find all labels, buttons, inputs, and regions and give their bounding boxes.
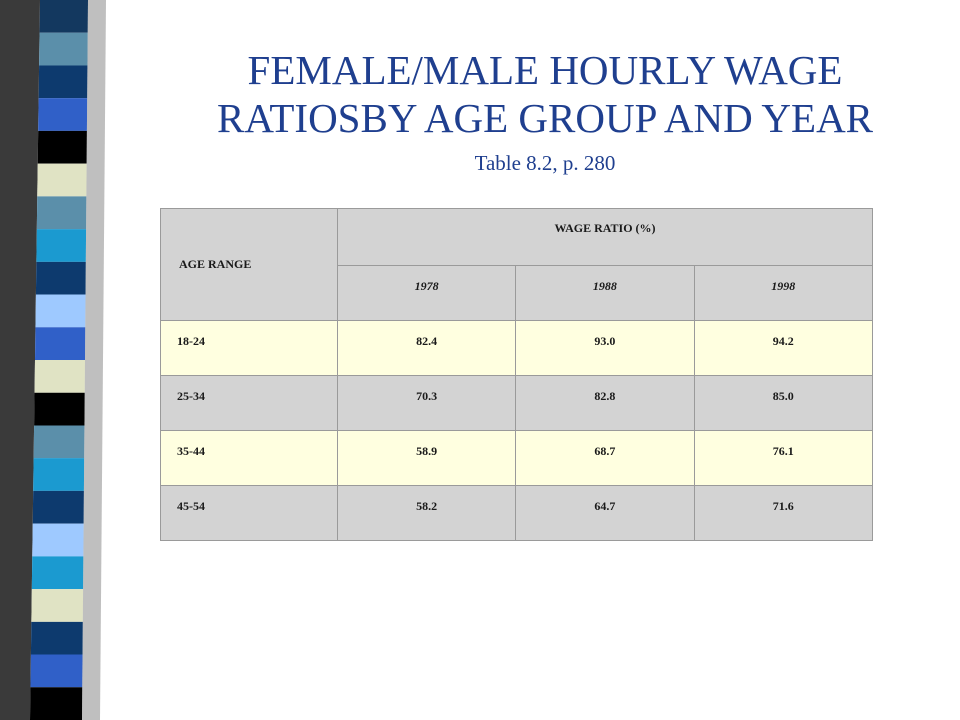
stripe-segment	[33, 425, 85, 459]
ratio-cell: 68.7	[515, 430, 695, 486]
stripe-right-shadow	[82, 0, 106, 720]
stripe-segment	[38, 98, 88, 131]
ratio-cell: 82.8	[515, 375, 695, 431]
slide-title: FEMALE/MALE HOURLY WAGE RATIOSBY AGE GRO…	[150, 46, 940, 142]
age-range-header: AGE RANGE	[160, 208, 338, 321]
title-line-1: FEMALE/MALE HOURLY WAGE	[247, 47, 843, 93]
ratio-cell: 93.0	[515, 320, 695, 376]
stripe-segment	[36, 196, 87, 230]
stripe-segment	[30, 621, 83, 655]
stripe-segment	[38, 65, 88, 99]
table-row: 45-54 58.2 64.7 71.6	[160, 485, 874, 541]
stripe-segment	[34, 392, 85, 426]
stripe-segment	[30, 654, 83, 688]
ratio-cell: 76.1	[693, 430, 874, 486]
stripe-segment	[32, 523, 84, 557]
stripe-shadow	[0, 0, 40, 720]
ratio-cell: 58.9	[336, 430, 517, 486]
ratio-cell: 71.6	[693, 485, 874, 541]
year-header: 1998	[693, 264, 874, 321]
ratio-cell: 82.4	[336, 320, 517, 376]
stripe-segment	[31, 589, 84, 622]
title-line-2: RATIOSBY AGE GROUP AND YEAR	[216, 95, 874, 141]
stripe-segment	[39, 32, 88, 66]
ratio-cell: 70.3	[336, 375, 517, 431]
stripe-segment	[31, 556, 84, 590]
stripe-segment	[36, 229, 87, 262]
stripe-segment	[32, 490, 84, 524]
year-header: 1978	[336, 264, 517, 321]
stripe-segment	[37, 130, 87, 164]
stripe-segment	[35, 261, 86, 295]
ratio-cell: 58.2	[336, 485, 517, 541]
stripe-segment	[30, 687, 83, 720]
age-cell: 35-44	[160, 430, 338, 486]
ratio-cell: 85.0	[693, 375, 874, 431]
age-cell: 25-34	[160, 375, 338, 431]
wage-ratio-table: AGE RANGE WAGE RATIO (%) 1978 1988 1998 …	[160, 208, 874, 541]
stripe-segment	[34, 360, 85, 393]
year-header: 1988	[515, 264, 695, 321]
age-cell: 45-54	[160, 485, 338, 541]
table-row: 35-44 58.9 68.7 76.1	[160, 430, 874, 486]
slide-subtitle: Table 8.2, p. 280	[474, 151, 616, 175]
table-row: 18-24 82.4 93.0 94.2	[160, 320, 874, 376]
stripe-segment	[37, 163, 87, 197]
wage-ratio-header: WAGE RATIO (%)	[337, 208, 873, 266]
age-cell: 18-24	[160, 320, 338, 376]
stripe-segment	[35, 294, 86, 328]
ratio-cell: 64.7	[515, 485, 695, 541]
stripe-segment	[35, 327, 86, 360]
decorative-stripe-bar	[0, 0, 106, 720]
ratio-cell: 94.2	[693, 320, 874, 376]
table-row: 25-34 70.3 82.8 85.0	[160, 375, 874, 431]
stripe-segment	[33, 458, 85, 491]
stripe-segment	[39, 0, 88, 33]
